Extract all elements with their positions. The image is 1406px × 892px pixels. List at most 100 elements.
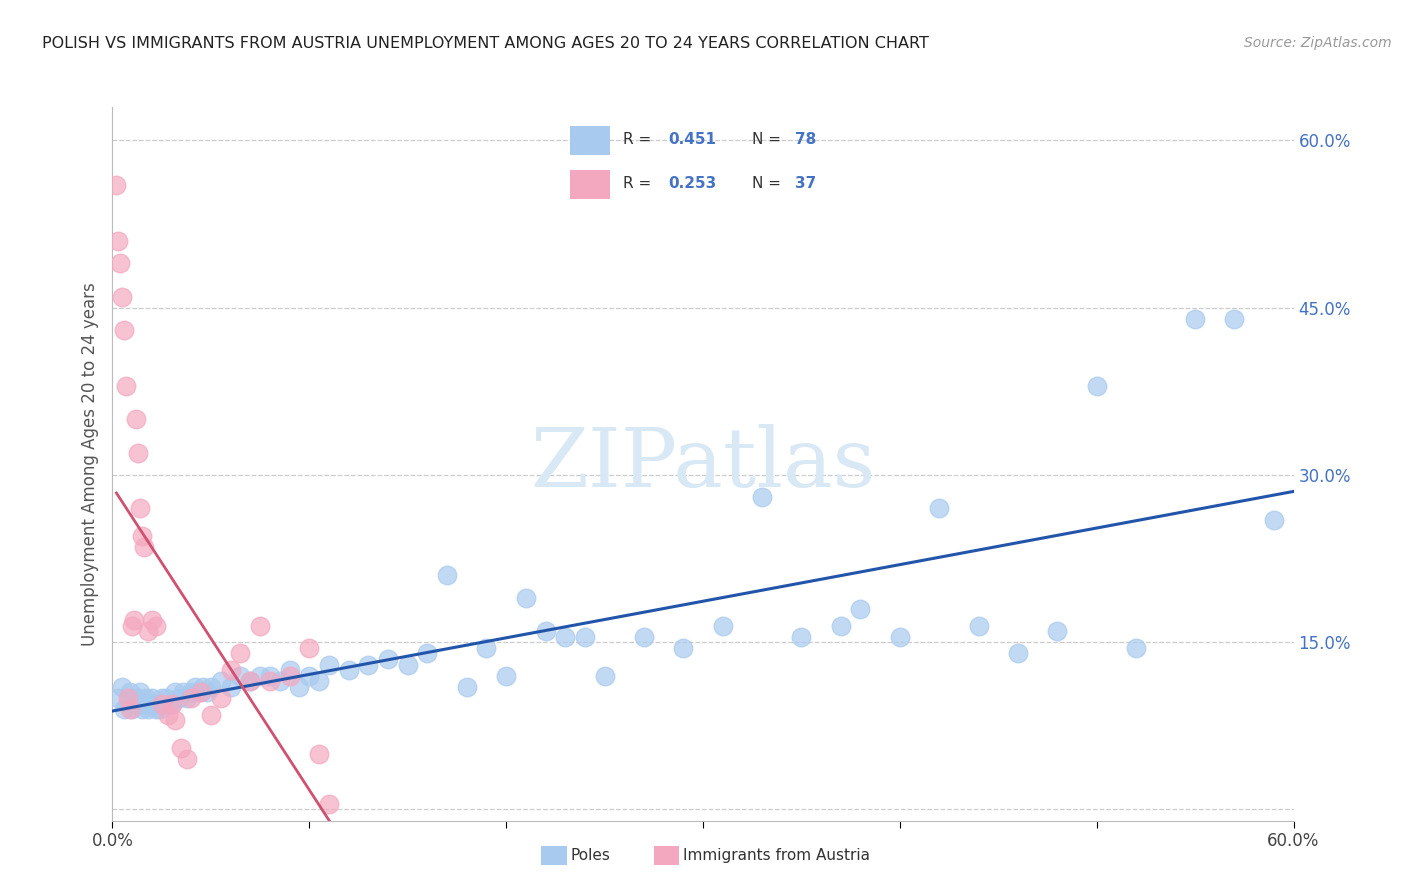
Point — [180, 690, 202, 705]
Point — [145, 702, 167, 716]
Point — [1223, 312, 1246, 326]
Point — [593, 669, 616, 683]
Point — [554, 630, 576, 644]
Point — [308, 747, 330, 761]
Point — [195, 685, 218, 699]
Point — [156, 697, 179, 711]
Point — [318, 657, 340, 672]
Point — [111, 289, 134, 303]
Point — [229, 646, 252, 660]
Point — [169, 690, 191, 705]
Point — [967, 618, 990, 632]
Point — [150, 690, 173, 705]
Point — [131, 529, 153, 543]
Point — [172, 685, 194, 699]
Point — [155, 690, 177, 705]
Point — [889, 630, 911, 644]
Point — [298, 640, 321, 655]
Point — [259, 674, 281, 689]
Point — [200, 680, 222, 694]
Point — [170, 741, 193, 756]
Point — [239, 674, 262, 689]
Point — [308, 674, 330, 689]
Point — [117, 697, 139, 711]
Point — [107, 690, 129, 705]
Point — [1125, 640, 1147, 655]
Text: Source: ZipAtlas.com: Source: ZipAtlas.com — [1244, 36, 1392, 50]
Point — [105, 178, 128, 192]
Point — [337, 663, 360, 677]
Point — [149, 702, 172, 716]
Point — [132, 541, 155, 555]
Point — [141, 613, 163, 627]
Point — [146, 697, 169, 711]
Point — [165, 685, 187, 699]
Point — [180, 685, 202, 699]
Point — [131, 702, 153, 716]
Point — [1263, 512, 1285, 526]
Point — [751, 490, 773, 504]
Text: POLISH VS IMMIGRANTS FROM AUSTRIA UNEMPLOYMENT AMONG AGES 20 TO 24 YEARS CORRELA: POLISH VS IMMIGRANTS FROM AUSTRIA UNEMPL… — [42, 36, 929, 51]
Point — [1007, 646, 1029, 660]
Point — [136, 702, 159, 716]
Point — [107, 234, 129, 248]
Point — [249, 618, 271, 632]
Point — [136, 624, 159, 639]
Point — [120, 702, 142, 716]
Point — [633, 630, 655, 644]
Point — [436, 568, 458, 582]
Point — [129, 501, 152, 516]
Point — [110, 256, 132, 270]
Point — [190, 685, 212, 699]
Point — [219, 663, 242, 677]
Point — [357, 657, 380, 672]
Point — [830, 618, 852, 632]
Text: ZIPatlas: ZIPatlas — [530, 424, 876, 504]
Point — [121, 702, 143, 716]
Point — [928, 501, 950, 516]
Point — [145, 618, 167, 632]
Point — [121, 618, 143, 632]
Point — [117, 690, 139, 705]
Point — [1184, 312, 1206, 326]
Point — [142, 697, 165, 711]
Point — [176, 752, 198, 766]
Point — [377, 652, 399, 666]
Point — [416, 646, 439, 660]
Point — [127, 690, 149, 705]
Point — [711, 618, 734, 632]
Point — [112, 323, 135, 337]
Point — [165, 714, 187, 728]
Point — [396, 657, 419, 672]
Point — [122, 613, 145, 627]
Point — [515, 591, 537, 605]
Point — [278, 663, 301, 677]
Point — [200, 707, 222, 722]
Point — [111, 680, 134, 694]
Point — [112, 702, 135, 716]
Point — [188, 685, 211, 699]
Point — [152, 697, 174, 711]
Point — [229, 669, 252, 683]
Point — [574, 630, 596, 644]
Point — [184, 680, 207, 694]
Point — [849, 602, 872, 616]
Point — [278, 669, 301, 683]
Point — [288, 680, 311, 694]
Point — [176, 690, 198, 705]
Point — [1046, 624, 1069, 639]
Point — [132, 697, 155, 711]
Point — [534, 624, 557, 639]
Point — [1085, 378, 1108, 392]
Point — [139, 697, 162, 711]
Point — [141, 690, 163, 705]
Point — [259, 669, 281, 683]
Point — [239, 674, 262, 689]
Point — [672, 640, 695, 655]
Point — [249, 669, 271, 683]
Point — [318, 797, 340, 811]
Text: Poles: Poles — [571, 848, 610, 863]
Y-axis label: Unemployment Among Ages 20 to 24 years: Unemployment Among Ages 20 to 24 years — [80, 282, 98, 646]
Point — [191, 680, 214, 694]
Point — [475, 640, 498, 655]
